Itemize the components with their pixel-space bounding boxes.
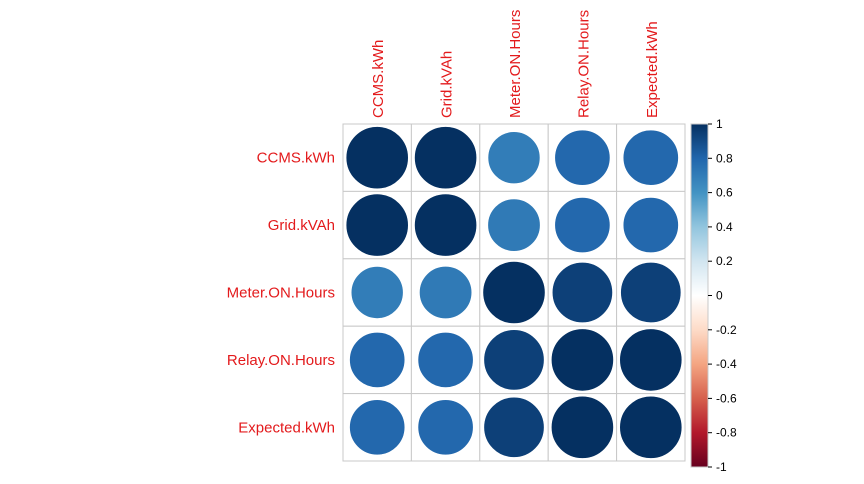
corr-circle-4-4 bbox=[619, 395, 683, 459]
column-label: Expected.kWh bbox=[644, 21, 661, 118]
corr-circle-0-3 bbox=[554, 129, 611, 186]
colorbar-tick-label: -0.4 bbox=[716, 357, 737, 371]
column-label: CCMS.kWh bbox=[370, 40, 387, 118]
column-label: Meter.ON.Hours bbox=[507, 10, 524, 118]
corr-circle-4-3 bbox=[550, 395, 615, 459]
corr-circle-2-0 bbox=[350, 265, 404, 320]
corr-circle-1-3 bbox=[554, 196, 611, 254]
corr-circle-3-1 bbox=[417, 331, 474, 389]
corr-circle-1-0 bbox=[345, 193, 409, 257]
corr-circle-2-3 bbox=[551, 261, 614, 324]
row-label: CCMS.kWh bbox=[257, 150, 335, 167]
column-label: Relay.ON.Hours bbox=[575, 10, 592, 118]
corr-circle-3-2 bbox=[483, 329, 545, 391]
colorbar-tick-label: 0 bbox=[716, 289, 723, 303]
colorbar-tick-label: -1 bbox=[716, 460, 727, 474]
corr-circle-0-2 bbox=[487, 131, 541, 185]
colorbar-tick-label: -0.2 bbox=[716, 323, 737, 337]
corr-circle-4-0 bbox=[349, 399, 406, 456]
corr-circle-1-1 bbox=[413, 193, 478, 257]
corr-circle-3-0 bbox=[349, 331, 406, 389]
column-label: Grid.kVAh bbox=[439, 51, 456, 118]
colorbar-tick-label: 1 bbox=[716, 117, 723, 131]
colorbar-tick-label: 0.6 bbox=[716, 186, 733, 200]
corr-circle-4-2 bbox=[483, 396, 545, 458]
corr-circle-2-2 bbox=[482, 260, 546, 325]
corr-circle-1-4 bbox=[622, 196, 679, 254]
corr-circle-2-4 bbox=[620, 261, 682, 324]
corr-circle-0-4 bbox=[622, 129, 679, 186]
row-label: Relay.ON.Hours bbox=[227, 352, 335, 369]
colorbar-tick-label: -0.6 bbox=[716, 391, 737, 405]
corr-circle-3-4 bbox=[619, 328, 683, 392]
corr-circle-4-1 bbox=[417, 399, 474, 456]
colorbar-tick-label: 0.2 bbox=[716, 254, 733, 268]
corr-circle-3-3 bbox=[550, 328, 615, 392]
corr-circle-0-1 bbox=[413, 126, 478, 190]
colorbar-tick-label: 0.8 bbox=[716, 151, 733, 165]
colorbar-tick-label: -0.8 bbox=[716, 426, 737, 440]
row-label: Expected.kWh bbox=[238, 419, 335, 436]
colorbar-tick-label: 0.4 bbox=[716, 220, 733, 234]
corr-circle-2-1 bbox=[418, 265, 473, 320]
row-label: Grid.kVAh bbox=[268, 217, 335, 234]
corr-circle-0-0 bbox=[345, 126, 409, 190]
colorbar bbox=[691, 124, 708, 467]
row-label: Meter.ON.Hours bbox=[227, 285, 335, 302]
corr-circle-1-2 bbox=[487, 198, 541, 252]
